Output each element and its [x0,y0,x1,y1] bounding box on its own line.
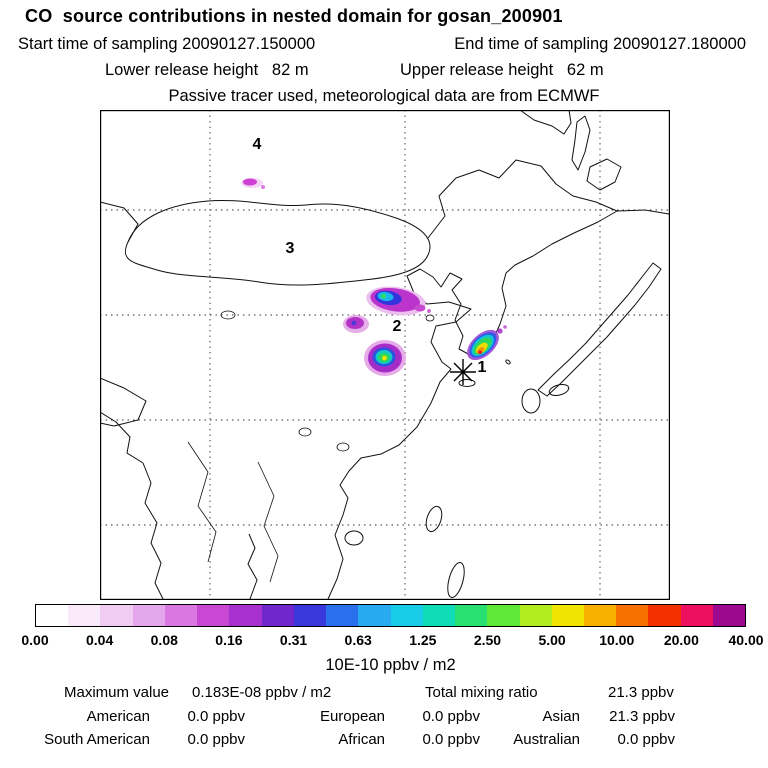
nest-label-4: 4 [253,136,262,153]
colorbar-cell [164,605,198,626]
region-value-african: 0.0 ppbv [422,731,480,748]
plume-far-north [241,178,265,189]
nest-label-3: 3 [286,240,295,257]
colorbar-cell [680,605,713,626]
end-time-text: End time of sampling 20090127.180000 [454,35,746,53]
colorbar-cell [712,605,746,626]
plume-shandong [364,340,406,376]
nest-label-1: 1 [478,359,487,376]
colorbar-tick-label: 0.16 [215,632,243,648]
colorbar-tick-label: 40.00 [728,632,764,648]
colorbar-cell [326,605,359,626]
colorbar-cell [261,605,294,626]
colorbar-cell [229,605,262,626]
region-label-african: African [338,731,385,748]
region-value-european: 0.0 ppbv [422,708,480,725]
stats-row-max: Maximum value 0.183E-08 ppbv / m2 Total … [0,684,768,704]
plot-title: CO source contributions in nested domain… [25,6,563,26]
sampling-times-line: Start time of sampling 20090127.150000 E… [18,35,746,54]
colorbar-ticks: 0.00 0.04 0.08 0.16 0.31 0.63 1.25 2.50 5.00 10.0… [21,632,763,650]
colorbar-cell [616,605,649,626]
contribution-map: 4 3 2 1 [99,109,670,600]
colorbar-tick-label: 0.00 [21,632,49,648]
colorbar-gradient [35,604,746,627]
max-value-label: Maximum value [64,684,170,701]
colorbar-cell [100,605,133,626]
plume-korea-fragments [497,325,507,334]
map-border [100,110,670,600]
colorbar-cell [36,605,69,626]
colorbar-tick-label: 0.63 [344,632,372,648]
total-ratio-value: 21.3 ppbv [608,684,674,701]
lower-release-text: Lower release height 82 m [105,61,309,79]
colorbar-cell [648,605,681,626]
colorbar-tick-label: 0.31 [279,632,308,648]
grid-lines [100,110,670,600]
colorbar-cell [293,605,327,626]
colorbar-cell [197,605,230,626]
colorbar-tick-label: 20.00 [663,632,699,648]
colorbar-cell [68,605,101,626]
colorbar-tick-label: 5.00 [538,632,566,648]
colorbar-tick-label: 0.08 [150,632,178,648]
colorbar-tick-label: 1.25 [409,632,437,648]
plume-hebei [366,286,426,316]
stats-row-regions-2: South American 0.0 ppbv African 0.0 ppbv… [0,731,768,751]
region-label-south-american: South American [44,731,150,748]
colorbar-cell [422,605,456,626]
plume-shanxi [343,315,369,333]
region-value-australian: 0.0 ppbv [617,731,675,748]
tracer-note-text: Passive tracer used, meteorological data… [168,87,600,105]
plume-hebei-fragments [414,304,431,313]
colorbar-tick-label: 0.04 [86,632,114,648]
nest-label-2: 2 [393,318,402,335]
region-label-european: European [319,708,385,725]
region-value-south-american: 0.0 ppbv [187,731,245,748]
colorbar-cell [583,605,617,626]
colorbar-tick-label: 10.00 [599,632,635,648]
receptor-star-icon [450,359,476,385]
max-value-text: 0.183E-08 ppbv / m2 [192,684,332,701]
plume-korea [467,329,499,361]
map-panel: 4 3 2 1 [99,109,670,600]
region-label-asian: Asian [542,708,580,725]
stats-row-regions-1: American 0.0 ppbv European 0.0 ppbv Asia… [0,708,768,728]
colorbar-cell [358,605,391,626]
colorbar-cell [455,605,488,626]
colorbar-cell [551,605,584,626]
start-time-text: Start time of sampling 20090127.150000 [18,35,316,53]
colorbar-cell [519,605,552,626]
region-label-australian: Australian [513,731,580,748]
region-value-american: 0.0 ppbv [187,708,245,725]
region-value-asian: 21.3 ppbv [609,708,675,725]
total-ratio-label: Total mixing ratio [425,684,538,701]
colorbar-cell [487,605,520,626]
region-label-american: American [86,708,150,725]
upper-release-text: Upper release height 62 m [400,61,604,79]
coastlines [99,109,670,600]
colorbar-units-label: 10E-10 ppbv / m2 [325,656,456,674]
colorbar-tick-label: 2.50 [473,632,502,648]
colorbar-cell [132,605,165,626]
colorbar-cell [390,605,423,626]
